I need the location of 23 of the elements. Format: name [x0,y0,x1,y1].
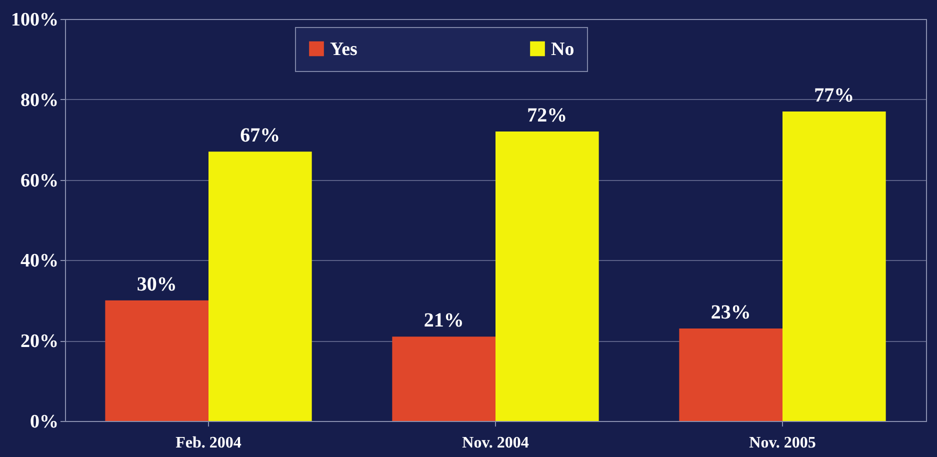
legend-label: No [551,38,574,60]
x-tick-label: Feb. 2004 [176,434,242,452]
x-tick-label: Nov. 2005 [749,434,816,452]
y-tick-label: 40% [20,250,58,272]
data-label: 30% [136,273,177,296]
bar [679,328,782,421]
y-tick-label: 20% [20,331,58,352]
y-tick-label: 80% [20,90,58,111]
bar [208,152,312,421]
x-tick-label: Nov. 2004 [462,434,529,452]
bar [782,111,886,421]
legend-label: Yes [330,38,358,60]
data-label: 77% [814,84,854,106]
y-tick-label: 0% [30,412,58,432]
data-label: 21% [424,310,464,332]
data-label: 72% [527,104,568,127]
data-label: 67% [240,124,280,147]
y-tick-label: 60% [20,170,58,192]
data-label: 23% [710,302,751,324]
bar [392,336,496,421]
bar [105,300,208,421]
bar [496,132,599,421]
y-tick-label: 100% [11,10,58,30]
